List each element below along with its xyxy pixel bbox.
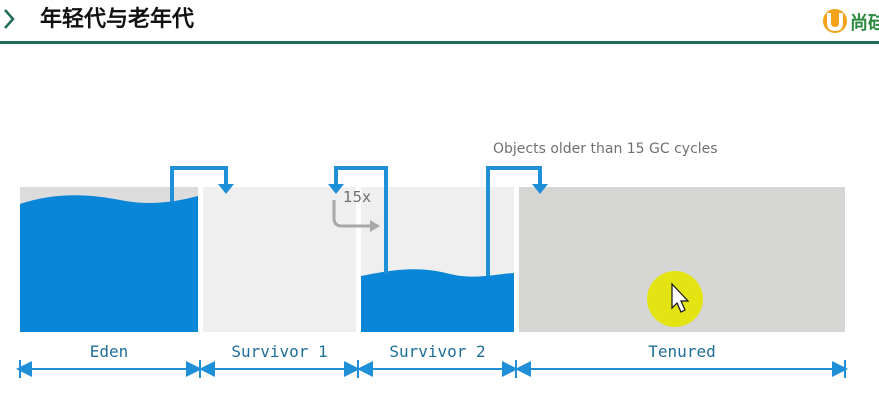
diagram-canvas [16,166,848,378]
heap-generations-diagram: Objects older than 15 GC cycles 15x Eden… [0,44,879,415]
survivor-1-label: Survivor 1 [231,342,328,361]
slide-header: 年轻代与老年代 尚硅 [0,0,879,44]
promotion-count-label: 15x [343,188,371,206]
chevron-right-icon [4,9,15,29]
brand-logo-icon [823,9,847,33]
eden-fill [20,195,198,332]
survivor-2-fill [361,269,514,332]
eden-to-survivor-arrow [170,166,234,202]
dimension-ticks [19,360,846,378]
cursor-highlight [647,271,703,327]
mouse-pointer-icon [671,282,690,313]
brand-logo: 尚硅 [822,6,879,36]
survivor-2-label: Survivor 2 [389,342,486,361]
survivor-swap-arrow [328,166,388,274]
brand-logo-text: 尚硅 [850,13,879,34]
survivor-1-region [203,187,356,332]
slide-title: 年轻代与老年代 [40,7,195,32]
header-divider [0,41,879,44]
age-counter-arrow [332,200,380,232]
eden-label: Eden [89,342,129,361]
eden-region [20,187,198,332]
promotion-annotation: Objects older than 15 GC cycles [493,141,718,157]
survivor-2-region [361,187,514,332]
promotion-arrow [486,166,548,276]
tenured-label: Tenured [648,342,716,361]
